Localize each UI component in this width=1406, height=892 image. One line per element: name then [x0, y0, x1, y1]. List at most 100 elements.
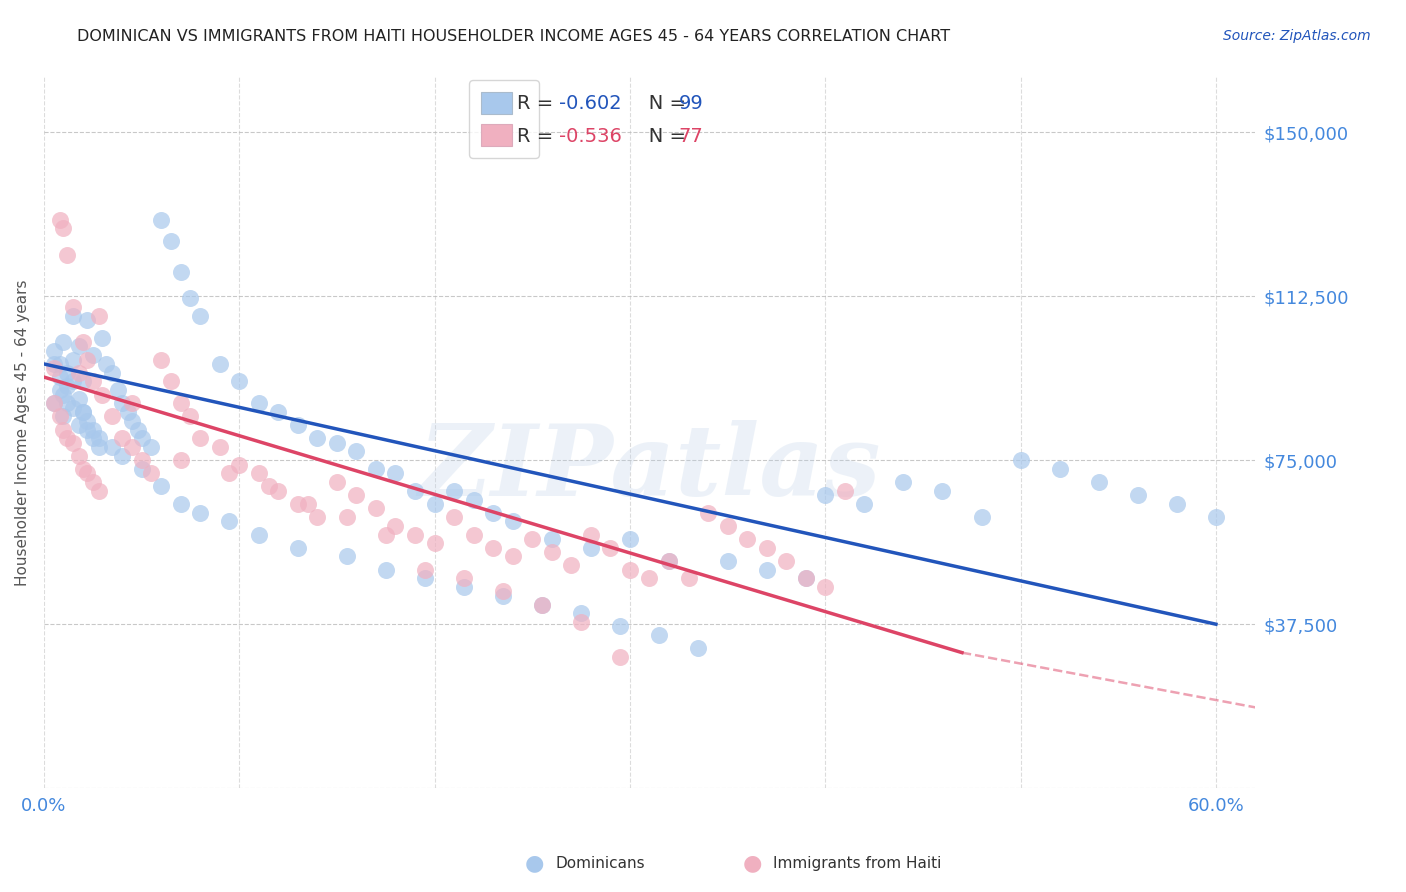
Point	[307, 510, 329, 524]
Point	[169, 497, 191, 511]
Point	[423, 536, 446, 550]
Point	[658, 554, 681, 568]
Point	[228, 375, 250, 389]
Point	[67, 366, 90, 380]
Point	[346, 444, 368, 458]
Point	[82, 431, 104, 445]
Point	[52, 387, 75, 401]
Point	[141, 440, 163, 454]
Point	[1010, 453, 1032, 467]
Point	[404, 527, 426, 541]
Point	[169, 265, 191, 279]
Point	[150, 352, 173, 367]
Point	[121, 414, 143, 428]
Point	[82, 375, 104, 389]
Text: N =: N =	[630, 94, 692, 113]
Text: DOMINICAN VS IMMIGRANTS FROM HAITI HOUSEHOLDER INCOME AGES 45 - 64 YEARS CORRELA: DOMINICAN VS IMMIGRANTS FROM HAITI HOUSE…	[77, 29, 950, 44]
Point	[62, 309, 84, 323]
Point	[62, 375, 84, 389]
Point	[56, 366, 79, 380]
Point	[492, 584, 515, 599]
Point	[62, 401, 84, 415]
Point	[530, 598, 553, 612]
Point	[48, 212, 70, 227]
Point	[794, 571, 817, 585]
Point	[443, 483, 465, 498]
Point	[257, 479, 280, 493]
Point	[56, 247, 79, 261]
Point	[814, 580, 837, 594]
Point	[482, 541, 505, 555]
Point	[117, 405, 139, 419]
Text: -0.602: -0.602	[560, 94, 621, 113]
Point	[42, 396, 65, 410]
Point	[48, 383, 70, 397]
Point	[336, 549, 359, 564]
Point	[247, 467, 270, 481]
Point	[463, 527, 485, 541]
Point	[326, 475, 349, 489]
Legend: , : ,	[470, 80, 538, 158]
Point	[648, 628, 671, 642]
Point	[384, 467, 406, 481]
Point	[82, 348, 104, 362]
Point	[297, 497, 319, 511]
Point	[87, 440, 110, 454]
Point	[287, 541, 309, 555]
Point	[52, 423, 75, 437]
Point	[76, 414, 98, 428]
Point	[404, 483, 426, 498]
Point	[160, 235, 183, 249]
Point	[111, 449, 134, 463]
Text: -0.536: -0.536	[560, 127, 623, 145]
Point	[42, 343, 65, 358]
Point	[384, 518, 406, 533]
Point	[1087, 475, 1109, 489]
Point	[72, 375, 94, 389]
Point	[208, 357, 231, 371]
Point	[579, 527, 602, 541]
Point	[413, 571, 436, 585]
Point	[82, 475, 104, 489]
Point	[697, 506, 720, 520]
Text: R =: R =	[517, 94, 560, 113]
Point	[560, 558, 582, 573]
Point	[609, 650, 631, 665]
Point	[893, 475, 915, 489]
Point	[688, 641, 710, 656]
Point	[638, 571, 661, 585]
Point	[1049, 462, 1071, 476]
Point	[42, 361, 65, 376]
Point	[326, 435, 349, 450]
Point	[62, 300, 84, 314]
Point	[834, 483, 856, 498]
Text: R =: R =	[517, 127, 560, 145]
Text: N =: N =	[630, 127, 692, 145]
Text: 77: 77	[679, 127, 703, 145]
Point	[101, 366, 124, 380]
Point	[364, 462, 387, 476]
Point	[755, 562, 778, 576]
Point	[619, 562, 641, 576]
Point	[150, 479, 173, 493]
Point	[87, 483, 110, 498]
Point	[56, 396, 79, 410]
Point	[67, 339, 90, 353]
Point	[111, 396, 134, 410]
Point	[218, 467, 240, 481]
Text: 99: 99	[679, 94, 703, 113]
Y-axis label: Householder Income Ages 45 - 64 years: Householder Income Ages 45 - 64 years	[15, 279, 30, 586]
Point	[374, 562, 396, 576]
Point	[569, 607, 592, 621]
Point	[735, 532, 758, 546]
Point	[179, 291, 201, 305]
Point	[67, 418, 90, 433]
Point	[463, 492, 485, 507]
Point	[1205, 510, 1227, 524]
Text: ●: ●	[742, 854, 762, 873]
Point	[931, 483, 953, 498]
Point	[502, 549, 524, 564]
Point	[67, 449, 90, 463]
Point	[267, 405, 290, 419]
Point	[52, 334, 75, 349]
